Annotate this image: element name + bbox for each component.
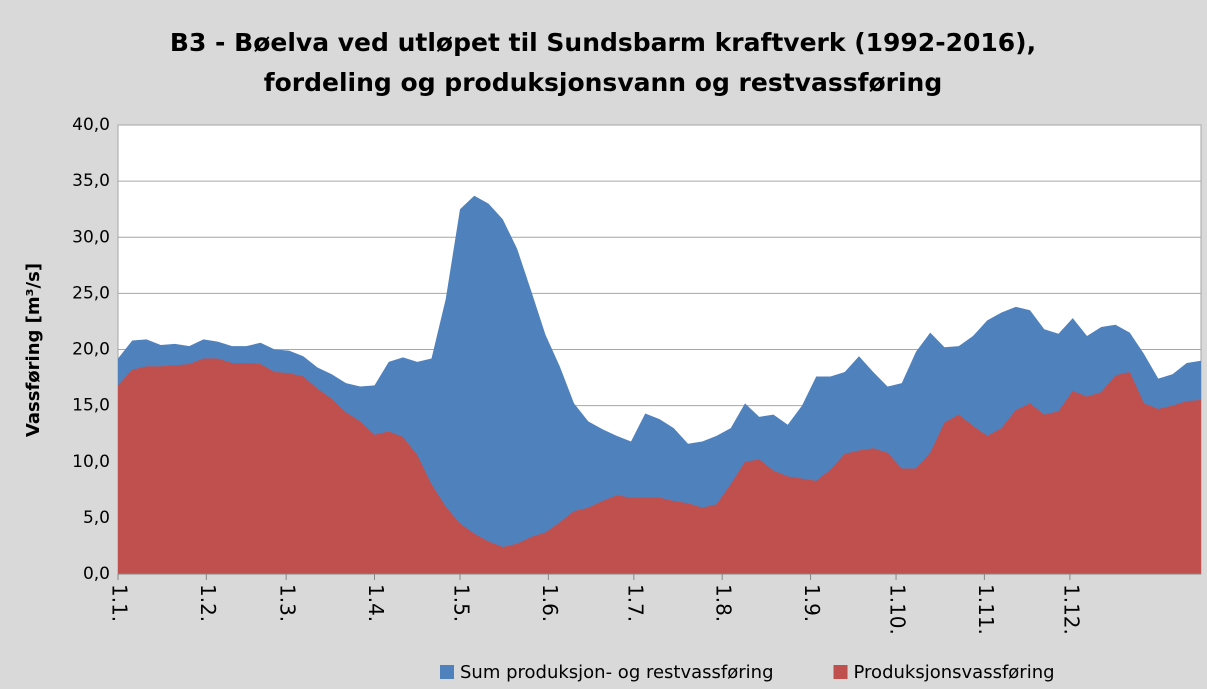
legend-label: Sum produksjon- og restvassføring: [460, 662, 774, 683]
x-tick-label: 1.11.: [974, 584, 998, 635]
x-tick-label: 1.10.: [886, 584, 910, 635]
x-tick-label: 1.9.: [800, 584, 824, 622]
legend-swatch: [440, 665, 454, 679]
y-tick-label: 10,0: [72, 452, 110, 472]
x-tick-label: 1.5.: [450, 584, 474, 622]
x-tick-label: 1.7.: [623, 584, 647, 622]
legend-swatch: [833, 665, 848, 679]
y-tick-label: 15,0: [72, 396, 110, 416]
x-tick-label: 1.3.: [276, 584, 300, 622]
y-tick-label: 35,0: [72, 171, 110, 191]
x-tick-label: 1.8.: [712, 584, 736, 622]
y-tick-label: 20,0: [72, 340, 110, 360]
y-tick-label: 25,0: [72, 283, 110, 303]
x-tick-label: 1.2.: [196, 584, 220, 622]
x-tick-label: 1.6.: [538, 584, 562, 622]
y-tick-label: 40,0: [72, 115, 110, 135]
legend-label: Produksjonsvassføring: [854, 662, 1055, 683]
y-tick-label: 5,0: [83, 508, 110, 528]
area: [118, 358, 1201, 574]
x-tick-label: 1.4.: [364, 584, 388, 622]
x-tick-label: 1.1.: [108, 584, 132, 622]
chart-title: fordeling og produksjonsvann og restvass…: [264, 68, 943, 97]
y-tick-label: 0,0: [83, 564, 110, 584]
y-axis-label: Vassføring [m³/s]: [23, 263, 44, 437]
chart-title: B3 - Bøelva ved utløpet til Sundsbarm kr…: [170, 28, 1036, 57]
x-tick-label: 1.12.: [1059, 584, 1083, 635]
y-tick-label: 30,0: [72, 227, 110, 247]
